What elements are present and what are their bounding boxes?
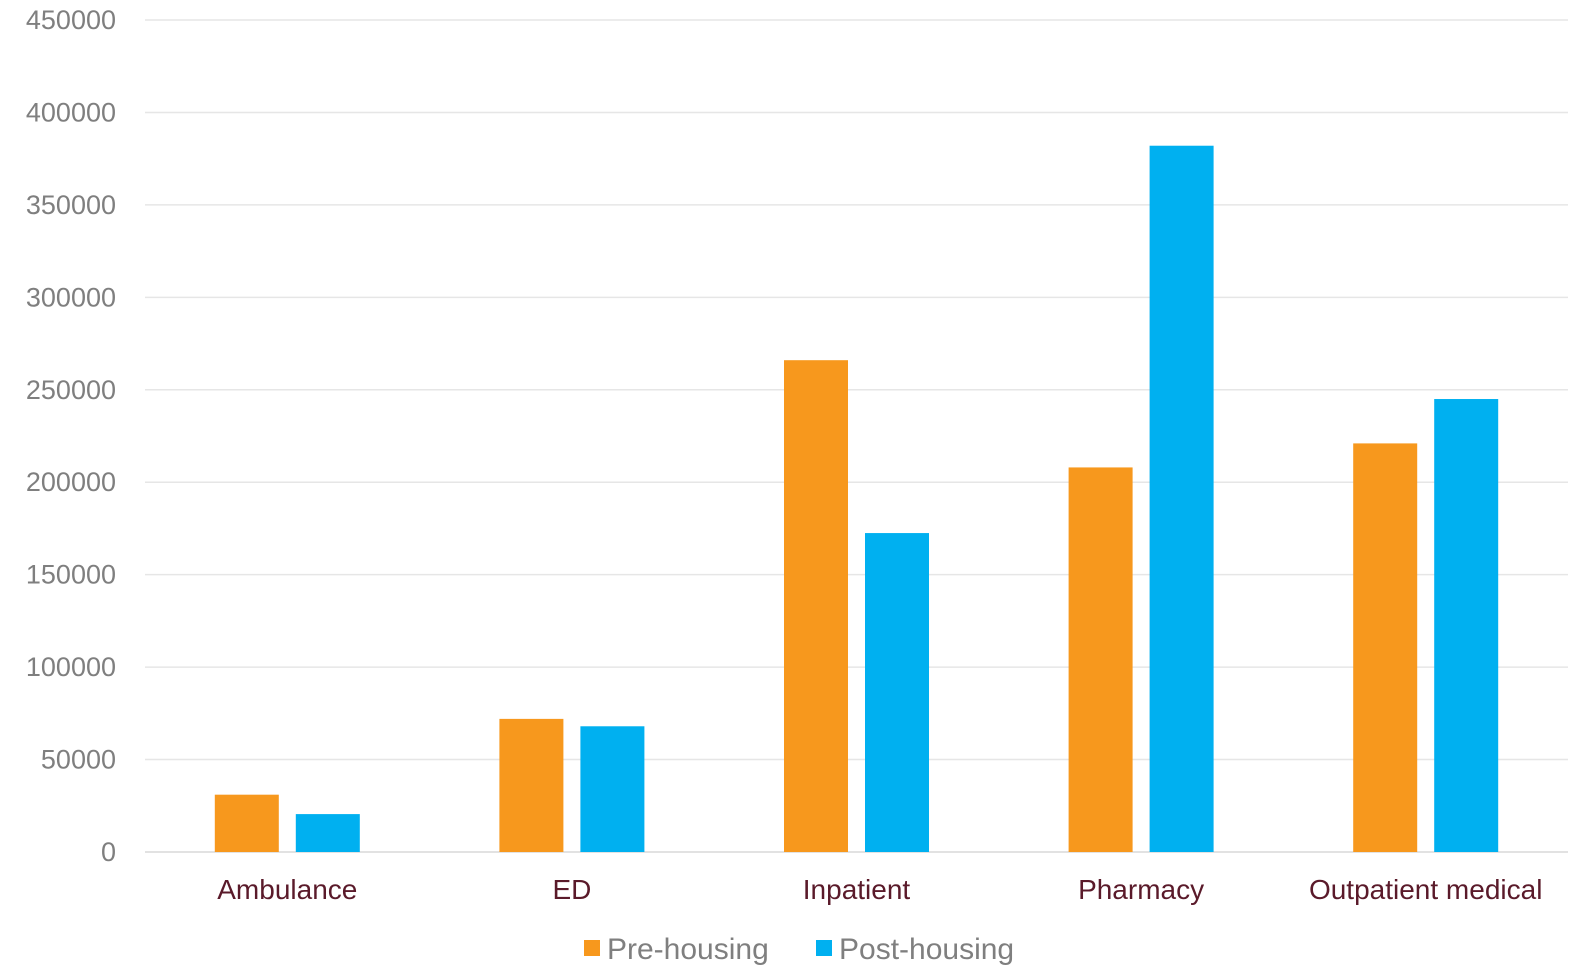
- bars: [214, 145, 1499, 853]
- y-tick-label: 400000: [26, 97, 116, 127]
- bar-post-housing-outpatient-medical: [1434, 399, 1499, 852]
- bar-pre-housing-ed: [499, 718, 564, 852]
- y-tick-label: 350000: [26, 190, 116, 220]
- y-tick-label: 450000: [26, 5, 116, 35]
- y-tick-label: 100000: [26, 652, 116, 682]
- legend-swatch: [584, 940, 600, 956]
- bar-post-housing-ed: [580, 726, 645, 852]
- x-tick-label: Ambulance: [217, 874, 357, 905]
- bar-pre-housing-ambulance: [214, 794, 279, 852]
- y-tick-label: 50000: [41, 745, 116, 775]
- bar-pre-housing-pharmacy: [1068, 467, 1133, 852]
- y-tick-label: 200000: [26, 467, 116, 497]
- bar-post-housing-ambulance: [295, 814, 360, 852]
- legend-swatch: [816, 940, 832, 956]
- y-tick-label: 0: [101, 837, 116, 867]
- legend: Pre-housing Post-housing: [584, 933, 1014, 966]
- bar-pre-housing-inpatient: [784, 360, 848, 852]
- y-axis-tick-labels: 0 50000 100000 150000 200000 250000 300000 3500…: [26, 5, 116, 867]
- x-tick-label: Pharmacy: [1078, 874, 1204, 905]
- x-tick-label: Inpatient: [803, 874, 911, 905]
- legend-label: Pre-housing: [607, 933, 769, 966]
- y-tick-label: 250000: [26, 375, 116, 405]
- x-tick-label: Outpatient medical: [1309, 874, 1542, 905]
- bar-post-housing-pharmacy: [1149, 145, 1214, 853]
- y-tick-label: 300000: [26, 282, 116, 312]
- legend-label: Post-housing: [839, 933, 1014, 966]
- bar-post-housing-inpatient: [865, 533, 929, 852]
- x-axis-tick-labels: Ambulance ED Inpatient Pharmacy Outpatient m…: [217, 874, 1542, 905]
- y-tick-label: 150000: [26, 560, 116, 590]
- gridlines: [145, 19, 1568, 853]
- bar-pre-housing-outpatient-medical: [1353, 443, 1418, 852]
- x-tick-label: ED: [552, 874, 591, 905]
